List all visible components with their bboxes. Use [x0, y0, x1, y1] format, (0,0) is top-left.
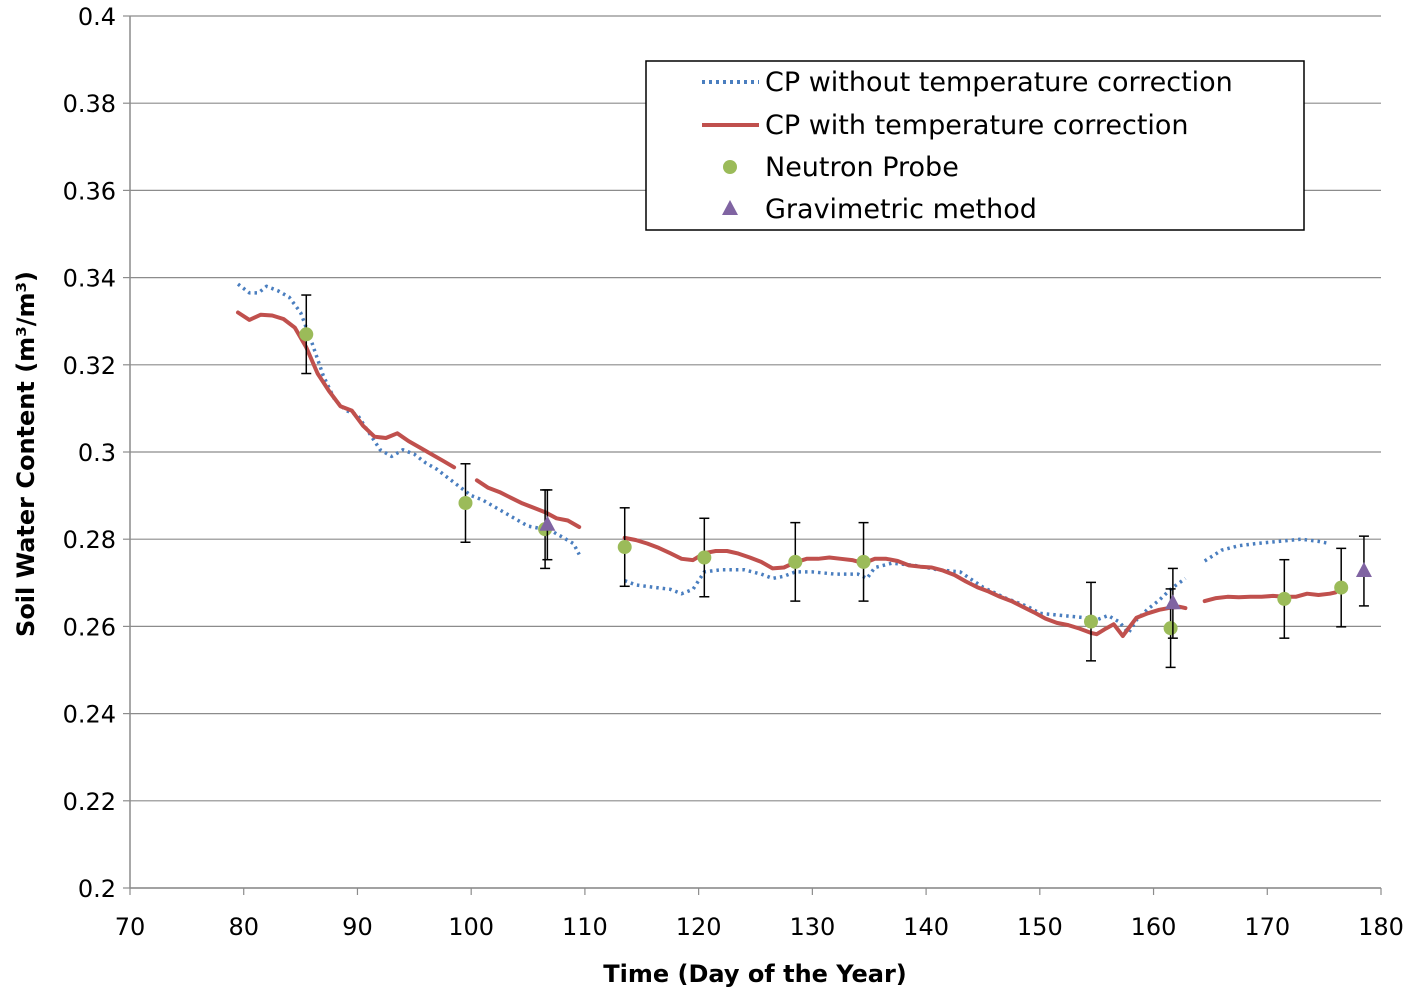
- series-line-cp-with-correction: [236, 310, 457, 470]
- y-tick-label: 0.4: [78, 3, 116, 31]
- neutron-probe-point: [856, 554, 871, 569]
- y-tick-label: 0.36: [63, 177, 116, 205]
- x-tick-label: 170: [1244, 913, 1290, 941]
- series-line-cp-with-correction: [1202, 590, 1338, 604]
- neutron-probe-point: [617, 540, 632, 555]
- legend-swatch-neutron-probe: [723, 160, 737, 174]
- legend-label-cp-without-correction: CP without temperature correction: [765, 67, 1233, 98]
- y-tick-label: 0.26: [63, 613, 116, 641]
- neutron-probe-point: [1334, 580, 1349, 595]
- legend-label-cp-with-correction: CP with temperature correction: [765, 110, 1189, 141]
- series: [236, 282, 1338, 638]
- x-axis-title: Time (Day of the Year): [603, 960, 907, 988]
- series-line-cp-with-correction: [474, 478, 582, 529]
- neutron-probe-point: [1163, 621, 1178, 636]
- x-tick-label: 180: [1358, 913, 1404, 941]
- tick-labels: 0.2 0.22 0.24 0.26 0.28 0.3 0.32 0.34 0.36 0.38 0.…: [63, 3, 1404, 941]
- gravimetric-point: [539, 515, 556, 531]
- neutron-probe-point: [458, 496, 473, 511]
- y-axis-title: Soil Water Content (m³/m³): [12, 271, 40, 637]
- legend: CP without temperature correction CP wit…: [645, 60, 1305, 231]
- legend-label-neutron-probe: Neutron Probe: [765, 152, 959, 183]
- x-tick-label: 130: [789, 913, 835, 941]
- y-tick-label: 0.24: [63, 701, 116, 729]
- axes: [123, 15, 1382, 895]
- x-tick-label: 70: [115, 913, 146, 941]
- y-tick-label: 0.3: [78, 439, 116, 467]
- neutron-probe-point: [1277, 591, 1292, 606]
- legend-swatch-gravimetric: [722, 200, 738, 215]
- legend-label-gravimetric: Gravimetric method: [765, 194, 1037, 225]
- series-line-cp-without-correction: [236, 282, 581, 556]
- series-line-cp-without-correction: [624, 561, 1187, 635]
- neutron-probe-point: [1083, 614, 1098, 629]
- neutron-probe-point: [299, 327, 314, 342]
- x-tick-label: 90: [342, 913, 373, 941]
- x-tick-label: 80: [228, 913, 259, 941]
- x-tick-label: 100: [448, 913, 494, 941]
- markers: [299, 294, 1372, 669]
- x-tick-label: 120: [676, 913, 722, 941]
- y-tick-label: 0.22: [63, 788, 116, 816]
- y-tick-label: 0.34: [63, 265, 116, 293]
- legend-box: [645, 60, 1305, 231]
- y-tick-label: 0.28: [63, 526, 116, 554]
- x-tick-label: 150: [1017, 913, 1063, 941]
- x-tick-label: 160: [1131, 913, 1177, 941]
- gravimetric-point: [1355, 562, 1372, 578]
- neutron-probe-point: [788, 554, 803, 569]
- gravimetric-point: [1164, 594, 1181, 610]
- y-tick-label: 0.38: [63, 90, 116, 118]
- y-tick-label: 0.32: [63, 352, 116, 380]
- x-tick-label: 110: [562, 913, 608, 941]
- series-line-cp-with-correction: [622, 535, 1188, 638]
- series-line-cp-without-correction: [1203, 537, 1331, 563]
- x-tick-label: 140: [903, 913, 949, 941]
- neutron-probe-point: [697, 550, 712, 565]
- y-tick-label: 0.2: [78, 875, 116, 903]
